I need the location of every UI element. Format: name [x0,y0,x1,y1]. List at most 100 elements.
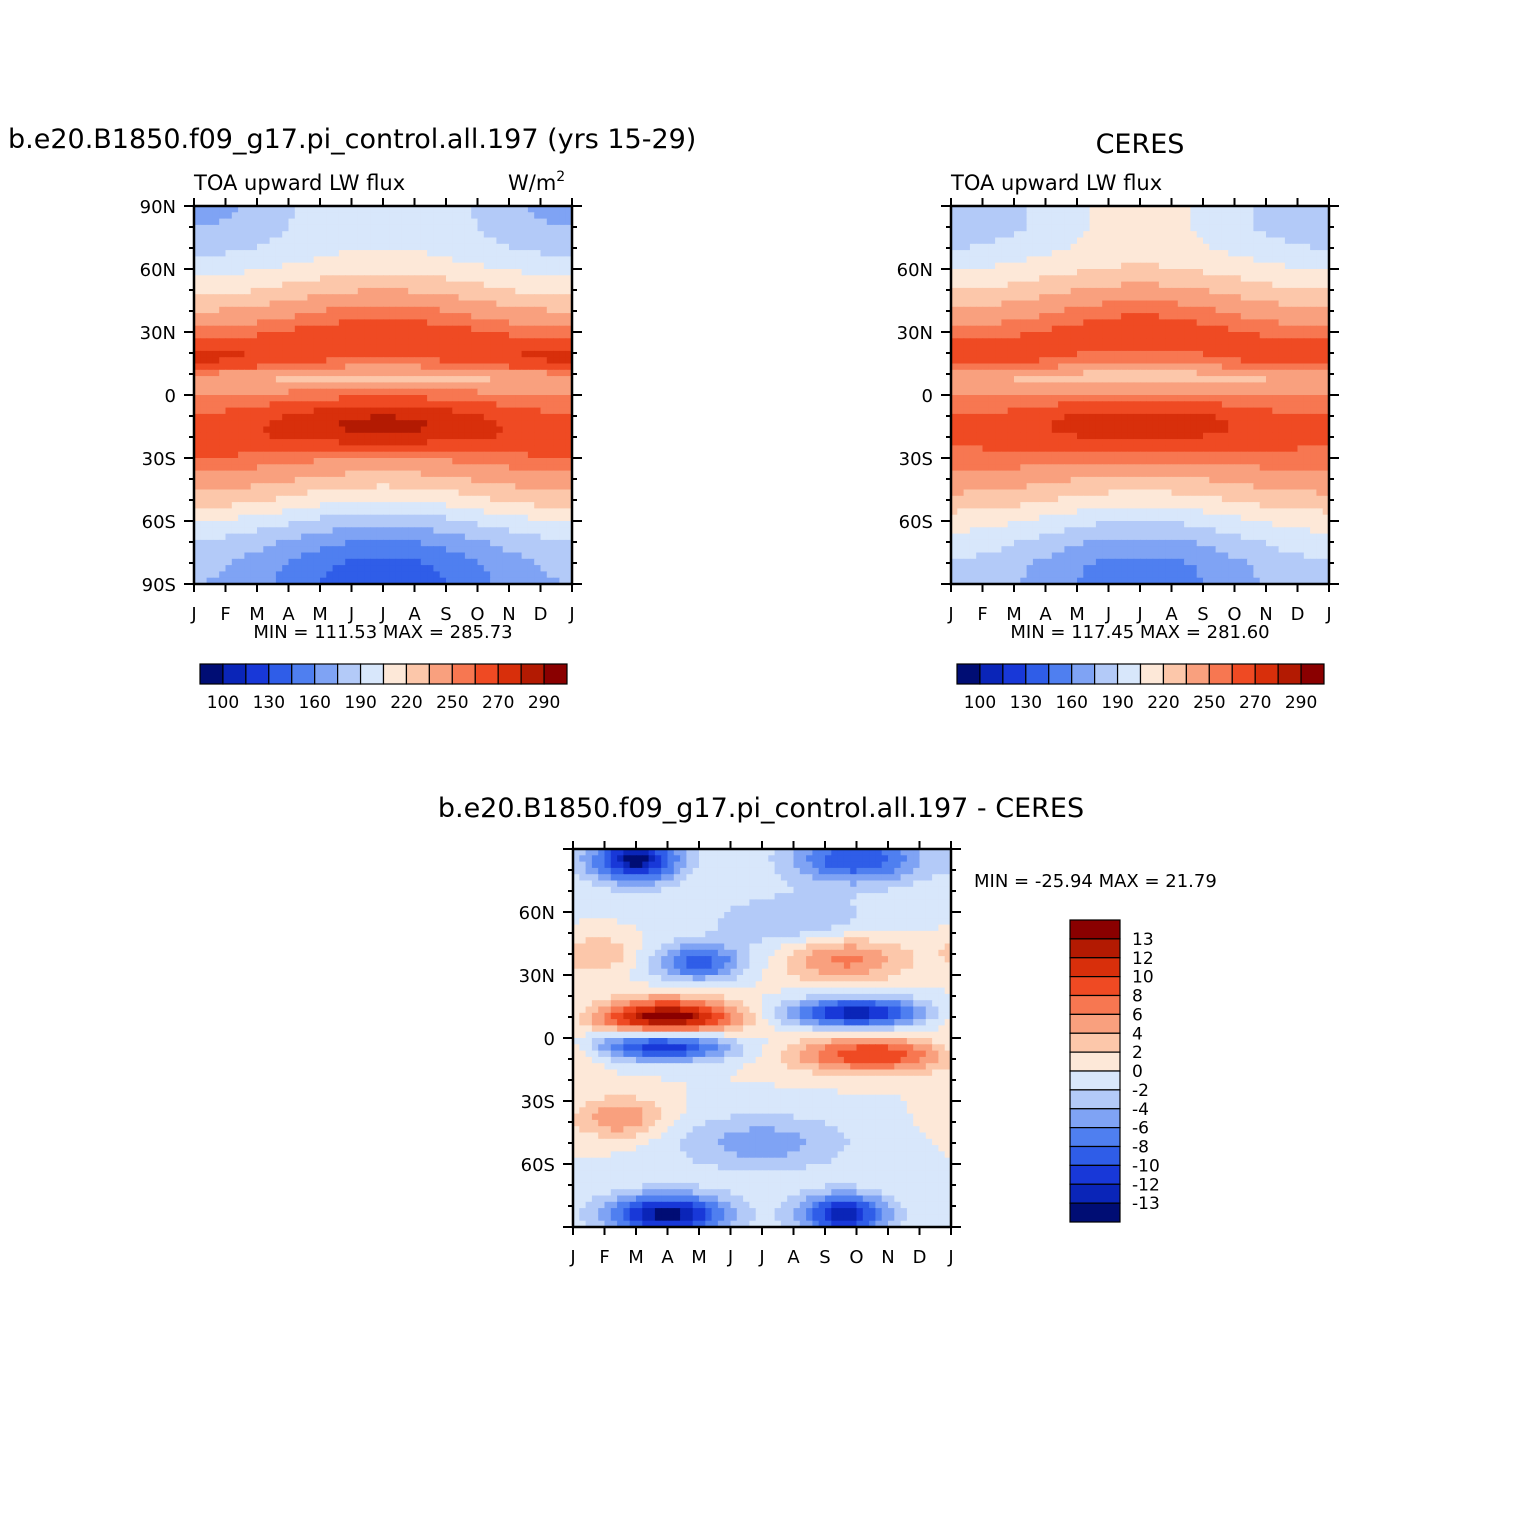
heatmap-cell [313,413,321,421]
heatmap-cell [427,458,434,465]
heatmap-cell [269,224,277,232]
heatmap-cell [269,470,277,478]
heatmap-cell [263,552,271,560]
heatmap-cell [414,483,422,491]
heatmap-cell [427,413,434,421]
heatmap-cell [282,508,290,516]
heatmap-cell [1209,231,1217,239]
heatmap-cell [1247,212,1254,220]
heatmap-cell [1051,319,1059,327]
heatmap-cell [553,539,560,547]
heatmap-cell [546,332,554,339]
heatmap-cell [502,338,510,346]
heatmap-cell [446,527,453,535]
heatmap-cell [357,565,365,572]
heatmap-cell [1051,237,1059,245]
heatmap-cell [357,401,365,409]
heatmap-cell [534,218,542,226]
heatmap-cell [1291,281,1299,289]
heatmap-cell [1177,275,1185,283]
heatmap-cell [338,521,346,528]
heatmap-cell [1303,243,1311,251]
heatmap-cell [1303,306,1311,314]
heatmap-cell [370,464,378,472]
heatmap-cell [326,306,334,314]
heatmap-cell [1108,294,1116,302]
heatmap-cell [1064,294,1072,302]
heatmap-cell [565,325,573,333]
heatmap-cell [332,250,340,257]
heatmap-cell [288,206,296,213]
heatmap-cell [433,445,441,453]
colorbar-box [497,663,522,685]
heatmap-cell [1291,325,1299,333]
heatmap-cell [1284,231,1292,239]
heatmap-cell [490,363,497,371]
heatmap-cell [490,495,497,503]
heatmap-cell [559,243,567,251]
heatmap-cell [995,313,1002,320]
heatmap-cell [521,382,529,390]
heatmap-cell [401,571,409,579]
heatmap-cell [458,237,466,245]
heatmap-cell [269,464,277,472]
heatmap-cell [1158,206,1166,213]
heatmap-cell [515,338,523,346]
heatmap-cell [395,231,403,239]
heatmap-cell [244,350,252,358]
heatmap-cell [238,546,245,554]
heatmap-cell [1322,306,1330,314]
heatmap-cell [521,287,529,295]
heatmap-cell [408,376,416,383]
heatmap-cell [546,552,554,560]
heatmap-cell [383,218,390,226]
heatmap-cell [1140,319,1147,327]
heatmap-cell [376,332,384,339]
heatmap-cell [1310,237,1317,245]
heatmap-cell [553,344,560,352]
heatmap-cell [282,539,290,547]
heatmap-cell [194,287,201,295]
heatmap-cell [332,388,340,396]
heatmap-cell [483,464,491,472]
heatmap-cell [231,527,239,535]
heatmap-cell [1026,332,1034,339]
heatmap-cell [200,388,208,396]
heatmap-cell [446,464,453,472]
heatmap-cell [1070,275,1078,283]
heatmap-cell [496,344,504,352]
heatmap-cell [320,521,327,528]
heatmap-cell [471,426,479,434]
heatmap-cell [383,369,390,377]
heatmap-cell [301,521,308,528]
heatmap-cell [1020,281,1028,289]
heatmap-cell [565,533,573,541]
heatmap-cell [515,350,523,358]
heatmap-cell [1146,287,1154,295]
heatmap-cell [553,212,560,220]
heatmap-cell [1209,237,1217,245]
heatmap-cell [957,306,965,314]
heatmap-cell [534,237,542,245]
heatmap-cell [395,476,403,484]
heatmap-cell [345,306,353,314]
heatmap-cell [515,388,523,396]
heatmap-cell [332,413,340,421]
heatmap-cell [546,306,554,314]
heatmap-cell [231,458,239,465]
heatmap-cell [515,495,523,503]
heatmap-cell [515,382,523,390]
heatmap-cell [452,439,460,446]
heatmap-cell [194,369,201,377]
heatmap-cell [509,413,516,421]
heatmap-cell [471,514,479,522]
heatmap-cell [1045,231,1053,239]
heatmap-cell [1310,325,1317,333]
heatmap-cell [452,269,460,276]
heatmap-cell [364,558,371,566]
heatmap-cell [1165,269,1173,276]
heatmap-cell [458,401,466,409]
heatmap-cell [212,319,220,327]
heatmap-cell [288,224,296,232]
heatmap-cell [332,533,340,541]
